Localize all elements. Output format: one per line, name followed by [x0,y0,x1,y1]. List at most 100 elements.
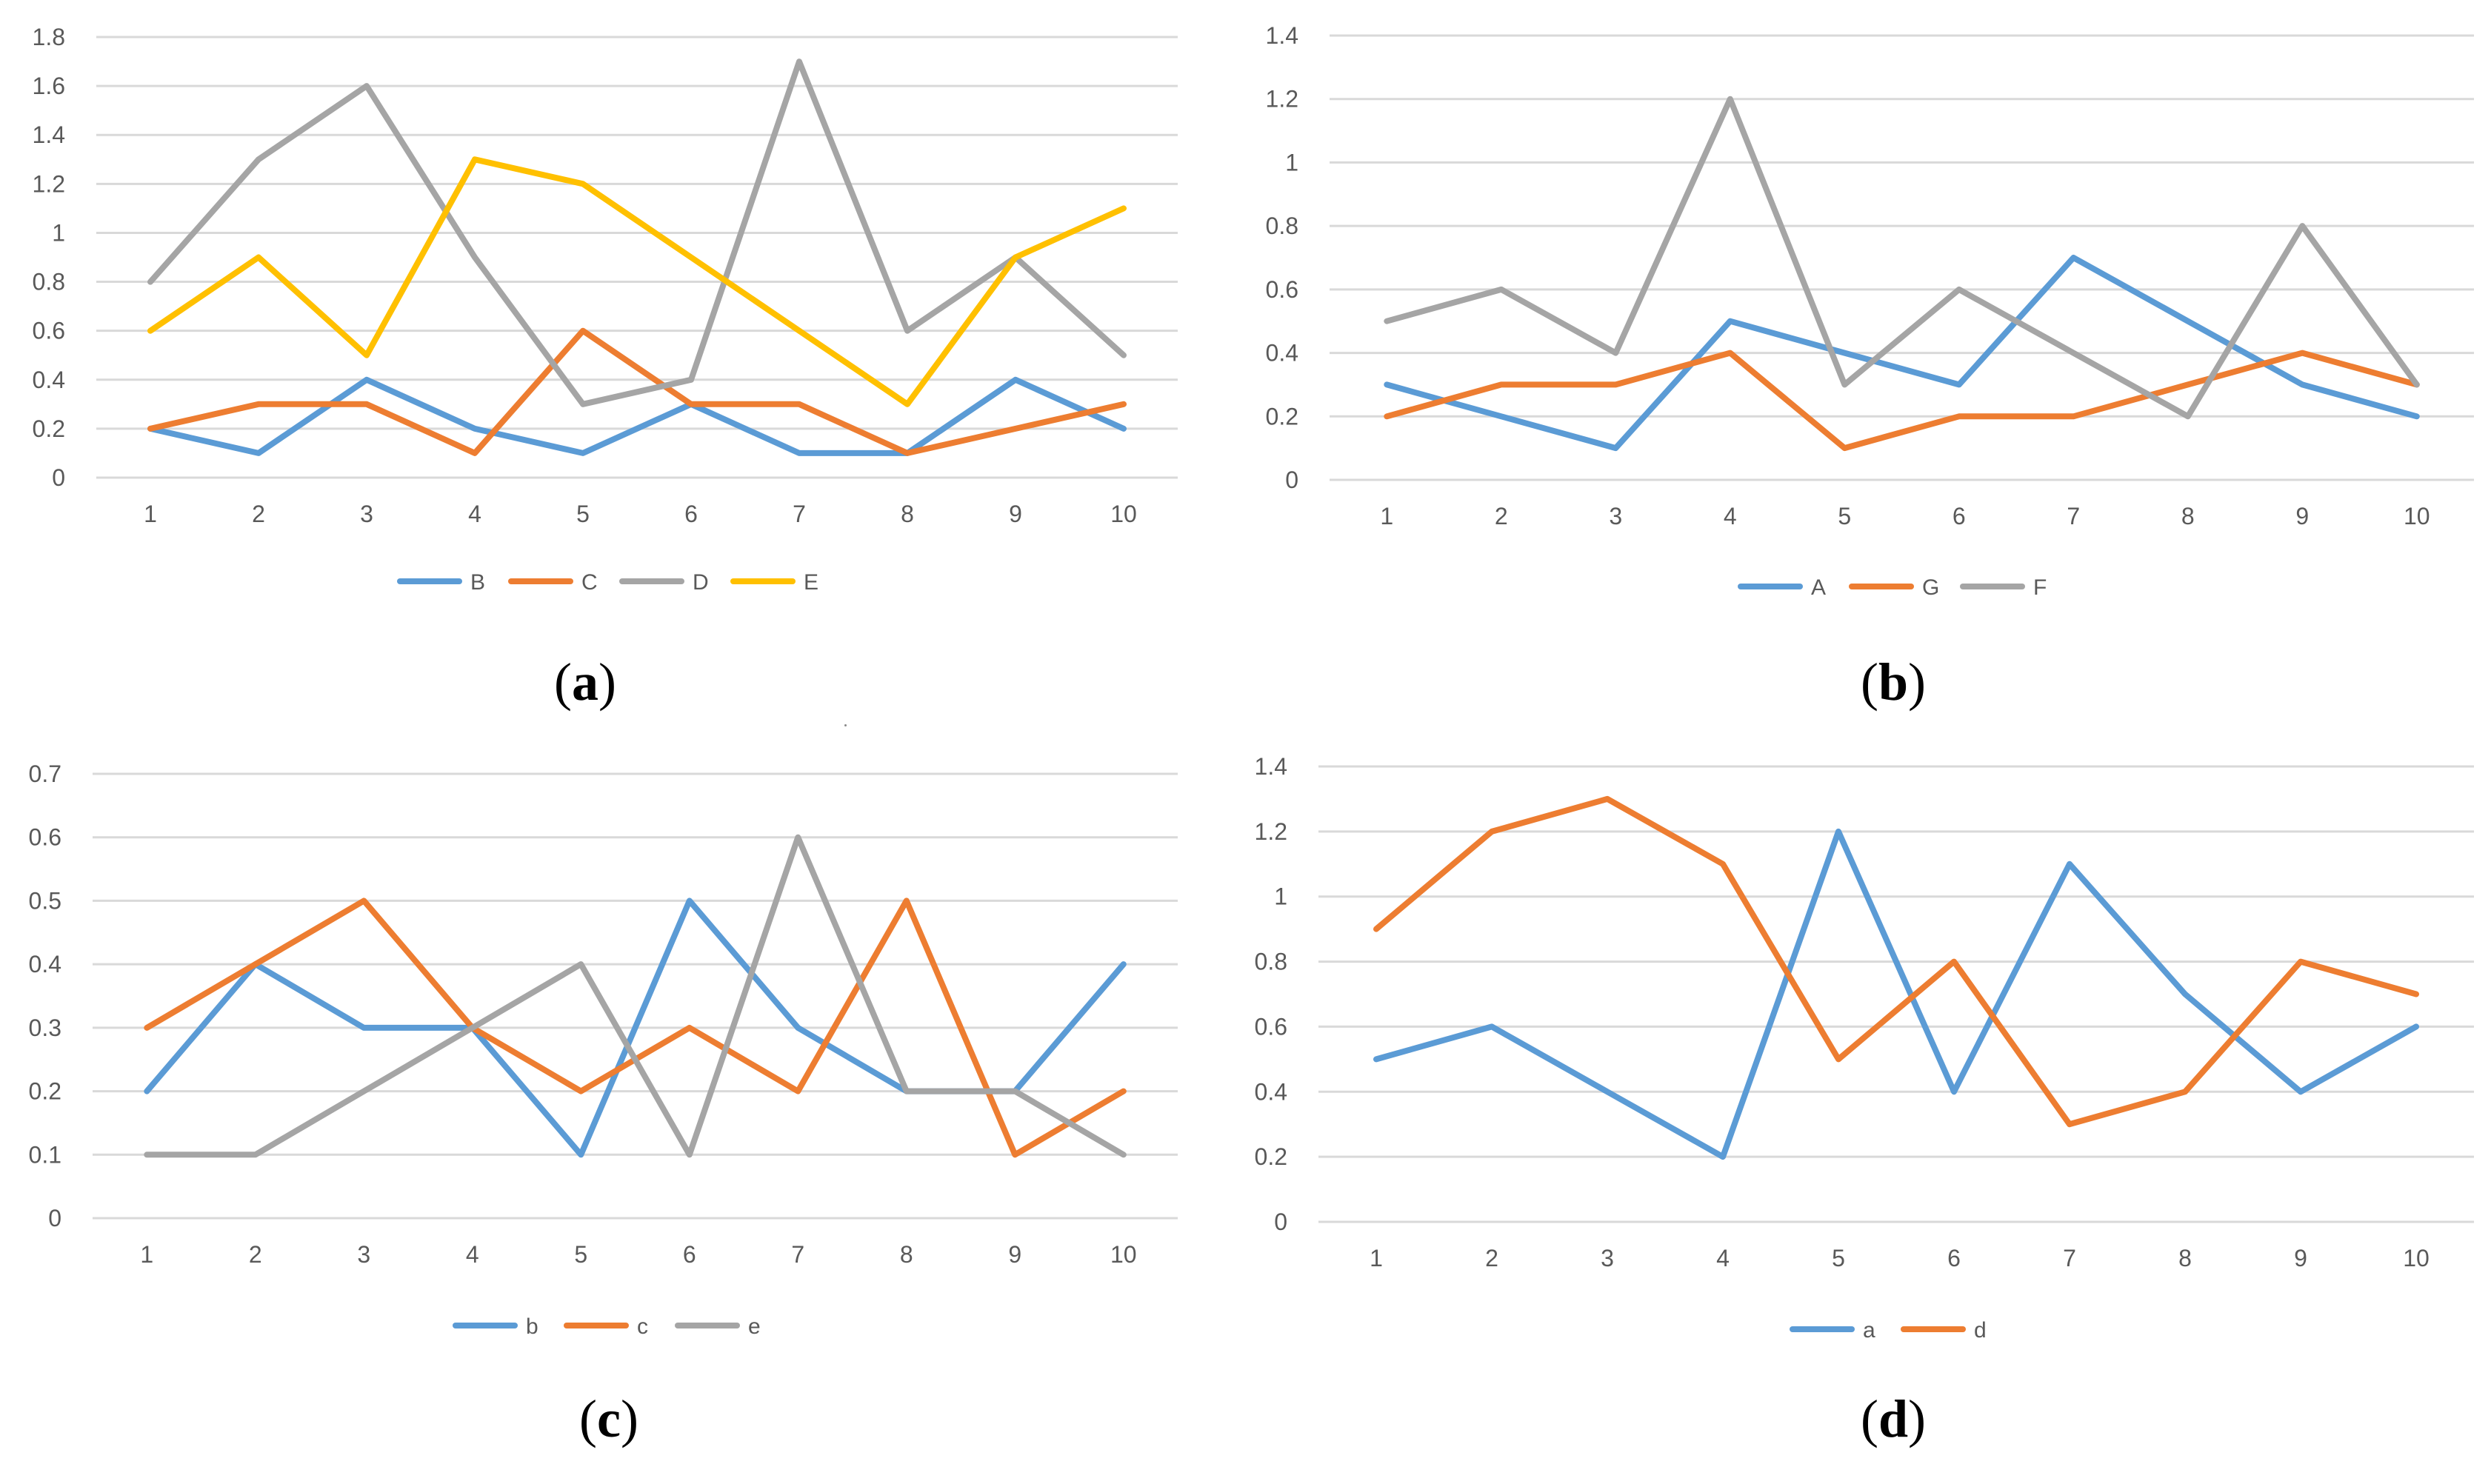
x-tick-label: 3 [1601,1245,1614,1271]
y-tick-label: 1.2 [33,170,65,197]
x-tick-label: 8 [2181,503,2195,529]
y-tick-label: 0.5 [29,887,61,914]
x-tick-label: 10 [2403,1245,2430,1271]
y-tick-label: 0.2 [29,1078,61,1105]
x-tick-label: 6 [683,1241,696,1268]
chart-panel-b: 0 0.2 0.4 0.6 0.8 1 1.2 1.4 1 2 3 4 5 6 7 8 9 10 A G F [1244,0,2491,741]
y-tick-label: 1.6 [33,73,65,99]
chart-panel-d: 0 0.2 0.4 0.6 0.8 1 1.2 1.4 1 2 3 4 5 6 7 8 9 10 a d [1244,741,2491,1484]
x-tick-label: 5 [1832,1245,1845,1271]
caption-b-letter: b [1878,652,1909,712]
x-tick-label: 7 [2067,503,2080,529]
legend-label-A: A [1811,575,1826,600]
x-tick-label: 5 [576,501,590,527]
y-tick-label: 0.2 [1266,403,1298,430]
chart-panel-a: 0 0.2 0.4 0.6 0.8 1 1.2 1.4 1.6 1.8 1 2 3 4 5 6 7 8 9 10 B C D… [0,0,1244,741]
y-tick-label: 0.4 [1255,1078,1287,1105]
x-tick-label: 6 [1953,503,1966,529]
y-tick-label: 0.2 [1255,1143,1287,1170]
series-line-e [144,834,1127,1158]
x-tick-label: 4 [466,1241,479,1268]
series-line-E [147,156,1127,407]
y-tick-label: 1.2 [1266,86,1298,113]
x-tick-label: 4 [1724,503,1737,529]
x-tick-label: 8 [901,501,914,527]
x-tick-label: 4 [1716,1245,1730,1271]
series-line-F [1384,96,2420,420]
caption-b: (b) [1860,652,1926,712]
x-tick-label: 3 [360,501,373,527]
y-tick-label: 1.8 [33,24,65,50]
y-tick-label: 0.1 [29,1141,61,1168]
series-line-B [147,376,1127,456]
x-tick-label: 1 [1370,1245,1383,1271]
x-tick-label: 9 [1009,501,1022,527]
x-tick-label: 7 [793,501,806,527]
legend-label-C: C [581,570,598,595]
y-tick-label: 1.4 [1255,753,1287,780]
y-tick-label: 0.2 [33,415,65,442]
y-tick-label: 0 [1285,467,1298,493]
x-tick-label: 7 [2063,1245,2076,1271]
y-tick-label: 0.6 [1266,276,1298,303]
legend-label-F: F [2033,575,2047,600]
legend-label-b: b [526,1314,538,1339]
series-line-C [147,327,1127,456]
caption-c-letter: c [597,1389,621,1448]
legend-label-E: E [804,570,818,595]
caption-a-letter: a [572,652,598,712]
chart-svg-b: 0 0.2 0.4 0.6 0.8 1 1.2 1.4 1 2 3 4 5 6 7 8 9 10 A G F [1266,22,2474,600]
x-tick-label: 3 [1609,503,1622,529]
y-tick-label: 0.8 [1266,213,1298,239]
x-tick-label: 2 [1495,503,1508,529]
series-line-G [1384,350,2420,452]
y-tick-label: 0.4 [33,367,65,393]
y-tick-label: 1 [1285,149,1298,176]
x-tick-label: 6 [1947,1245,1961,1271]
x-tick-label: 9 [2295,503,2309,529]
x-tick-label: 9 [2294,1245,2307,1271]
y-tick-label: 0 [48,1205,61,1231]
caption-d: (d) [1860,1389,1926,1448]
y-tick-label: 0.7 [29,761,61,787]
y-tick-label: 1 [1274,883,1287,910]
x-tick-label: 9 [1008,1241,1021,1268]
y-tick-label: 0.6 [29,824,61,851]
legend-label-G: G [1922,575,1939,600]
chart-panel-c: 0 0.1 0.2 0.3 0.4 0.5 0.6 0.7 1 2 3 4 5 6 7 8 9 10 b c e [0,741,1244,1484]
y-tick-label: 0.8 [33,269,65,295]
caption-c: (c) [579,1389,638,1448]
y-tick-label: 1.2 [1255,818,1287,845]
x-tick-label: 2 [249,1241,262,1268]
y-tick-label: 1.4 [33,121,65,148]
legend-label-e: e [748,1314,761,1339]
chart-svg-a: 0 0.2 0.4 0.6 0.8 1 1.2 1.4 1.6 1.8 1 2 3 4 5 6 7 8 9 10 B C D… [33,24,1178,595]
x-tick-label: 10 [2404,503,2430,529]
x-tick-label: 8 [2178,1245,2192,1271]
caption-d-letter: d [1878,1389,1909,1448]
x-tick-label: 7 [791,1241,804,1268]
x-tick-label: 6 [684,501,698,527]
series-line-D [147,59,1127,407]
legend-label-B: B [470,570,485,595]
x-tick-label: 2 [1485,1245,1498,1271]
legend-label-c: c [637,1314,648,1339]
y-tick-label: 0.8 [1255,949,1287,975]
caption-a: (a) [554,652,616,712]
y-tick-label: 0.3 [29,1015,61,1041]
y-tick-label: 0.4 [1266,340,1298,367]
x-tick-label: 5 [574,1241,587,1268]
x-tick-label: 1 [1380,503,1393,529]
y-tick-label: 0.4 [29,951,61,977]
y-tick-label: 1.4 [1266,22,1298,49]
y-tick-label: 1 [52,219,65,246]
x-tick-label: 5 [1838,503,1851,529]
legend-label-a: a [1863,1318,1875,1343]
y-tick-label: 0 [52,464,65,491]
stray-mark [844,724,847,726]
y-tick-label: 0 [1274,1209,1287,1235]
x-tick-label: 3 [357,1241,370,1268]
x-tick-label: 10 [1110,1241,1137,1268]
x-tick-label: 1 [144,501,157,527]
chart-svg-c: 0 0.1 0.2 0.3 0.4 0.5 0.6 0.7 1 2 3 4 5 6 7 8 9 10 b c e [29,761,1178,1339]
